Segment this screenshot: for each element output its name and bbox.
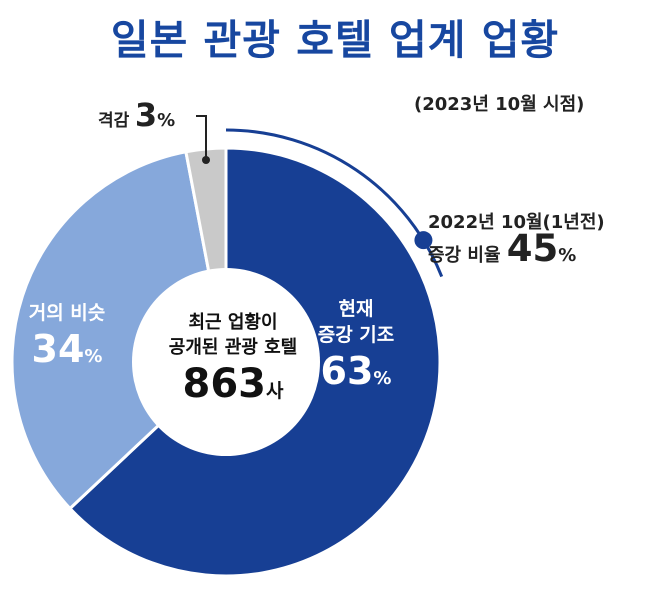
drop-value: 3 xyxy=(134,96,158,134)
comparison-unit: % xyxy=(558,245,577,266)
up-value: 63 xyxy=(320,349,374,393)
comparison-note: 2022년 10월(1년전) 증강 비율 45% xyxy=(428,210,605,269)
comparison-dot xyxy=(414,231,433,250)
date-note: (2023년 10월 시점) xyxy=(414,94,585,115)
page-title: 일본 관광 호텔 업계 업황 xyxy=(110,16,560,64)
up-line2: 증강 기조 xyxy=(317,324,395,346)
slice-same xyxy=(10,150,228,511)
same-name: 거의 비슷 xyxy=(28,302,106,324)
up-unit: % xyxy=(373,368,392,389)
comparison-line1: 2022년 10월(1년전) xyxy=(428,212,605,233)
drop-leader-dot xyxy=(202,156,210,164)
same-unit: % xyxy=(84,346,103,367)
same-value: 34 xyxy=(31,327,85,371)
center-unit: 사 xyxy=(266,380,284,402)
drop-name: 격감 xyxy=(98,111,130,131)
comparison-value: 45 xyxy=(506,227,559,270)
drop-unit: % xyxy=(157,110,176,131)
slice-label-up: 현재 증강 기조 63% xyxy=(306,296,406,402)
center-line2: 공개된 관광 호텔 xyxy=(168,337,298,358)
up-line1: 현재 xyxy=(338,298,374,320)
center-line1: 최근 업황이 xyxy=(188,312,278,333)
drop-leader-line xyxy=(196,115,207,160)
center-count: 863 xyxy=(182,361,267,407)
slice-label-drop: 격감 3% xyxy=(98,92,175,138)
slice-label-same: 거의 비슷 34% xyxy=(22,300,112,380)
comparison-label: 증강 비율 xyxy=(428,245,501,266)
center-hole xyxy=(132,268,320,456)
center-summary: 최근 업황이 공개된 관광 호텔 863사 xyxy=(148,310,318,408)
